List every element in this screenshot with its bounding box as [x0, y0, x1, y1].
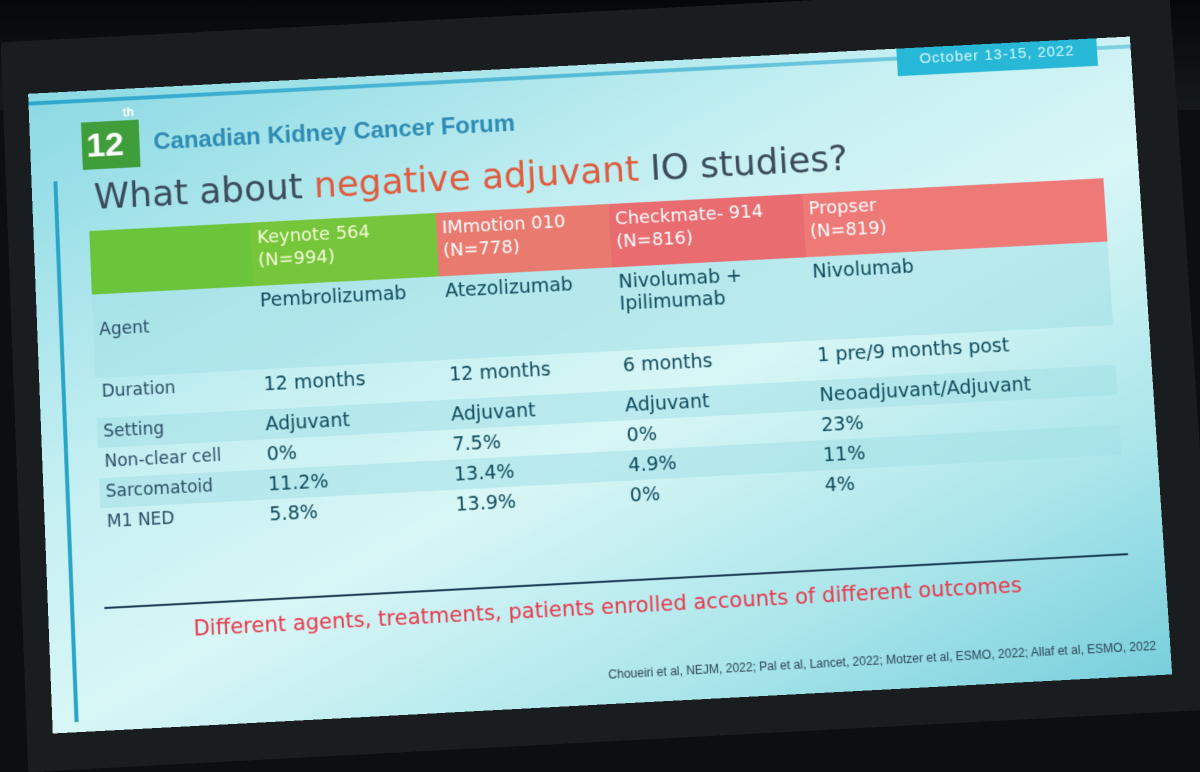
- table-cell: Pembrolizumab: [253, 276, 443, 370]
- header-immotion-010: IMmotion 010 (N=778): [435, 204, 612, 277]
- table-cell: Nivolumab + Ipilimumab: [611, 257, 811, 351]
- forum-number: 12: [85, 125, 125, 165]
- header-label-cell: [89, 222, 254, 295]
- table-cell: Atezolizumab: [438, 267, 617, 361]
- header-checkmate-914: Checkmate- 914 (N=816): [608, 193, 806, 268]
- table-cell: Nivolumab: [805, 241, 1113, 341]
- forum-ordinal-suffix: th: [122, 105, 135, 120]
- study-comparison-table: Keynote 564 (N=994) IMmotion 010 (N=778)…: [89, 178, 1123, 538]
- title-highlight: negative adjuvant: [313, 148, 640, 207]
- title-suffix: IO studies?: [637, 138, 850, 190]
- title-prefix: What about: [93, 165, 315, 218]
- references: Choueiri et al, NEJM, 2022; Pal et al, L…: [607, 638, 1157, 682]
- row-label: Agent: [91, 286, 257, 379]
- forum-number-badge: 12 th: [80, 105, 141, 170]
- conclusion-text: Different agents, treatments, patients e…: [192, 572, 1023, 641]
- header-keynote-564: Keynote 564 (N=994): [250, 213, 439, 287]
- forum-name: Canadian Kidney Cancer Forum: [152, 109, 516, 156]
